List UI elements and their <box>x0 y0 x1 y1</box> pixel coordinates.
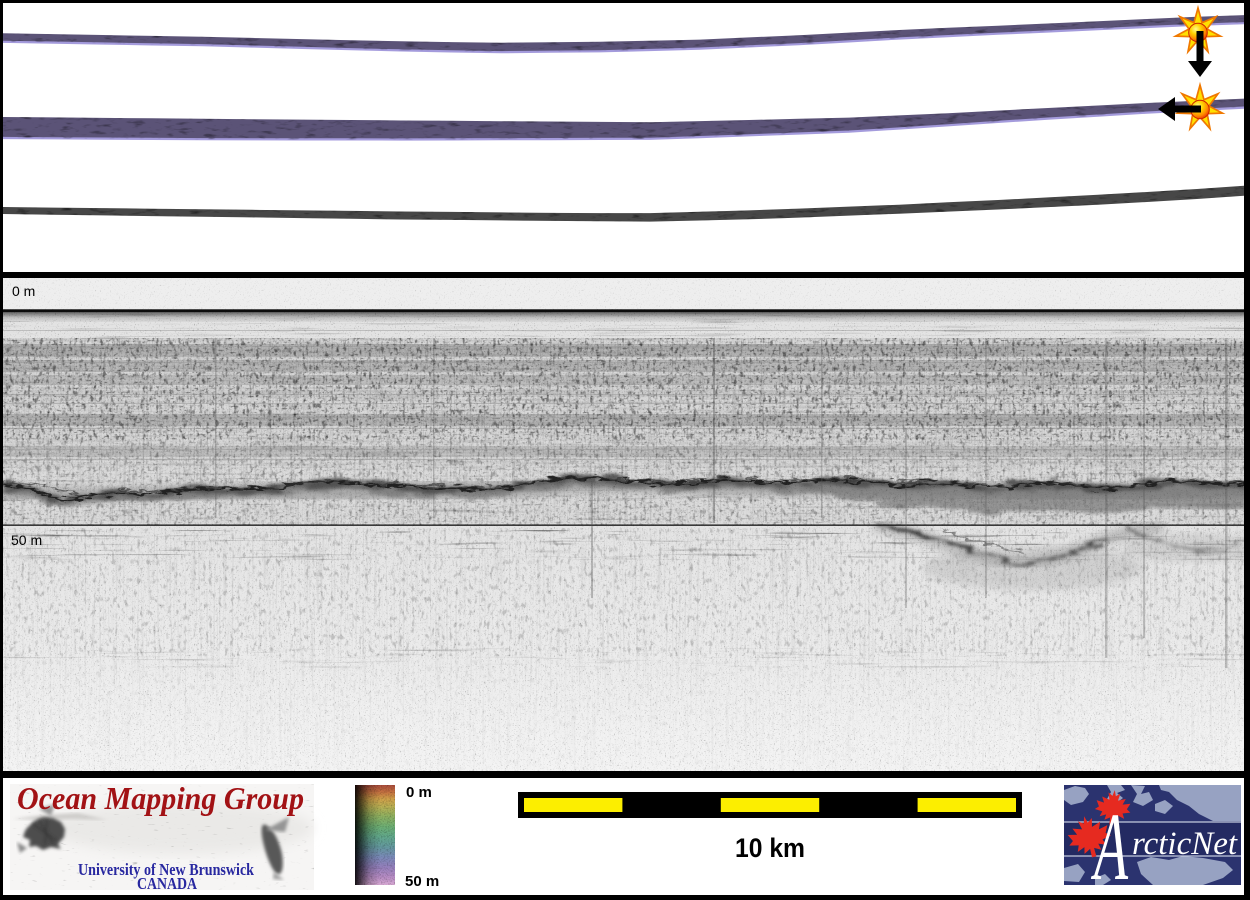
svg-text:University of New Brunswick: University of New Brunswick <box>78 860 255 879</box>
svg-text:50 m: 50 m <box>11 532 42 548</box>
svg-text:50 m: 50 m <box>405 873 439 890</box>
svg-text:CANADA: CANADA <box>137 874 197 893</box>
svg-text:Ocean Mapping Group: Ocean Mapping Group <box>17 780 304 816</box>
svg-text:rcticNet: rcticNet <box>1132 826 1238 862</box>
svg-text:A: A <box>1090 793 1128 895</box>
svg-text:0 m: 0 m <box>406 784 432 801</box>
svg-text:10 km: 10 km <box>735 833 805 863</box>
svg-text:0 m: 0 m <box>12 283 35 299</box>
